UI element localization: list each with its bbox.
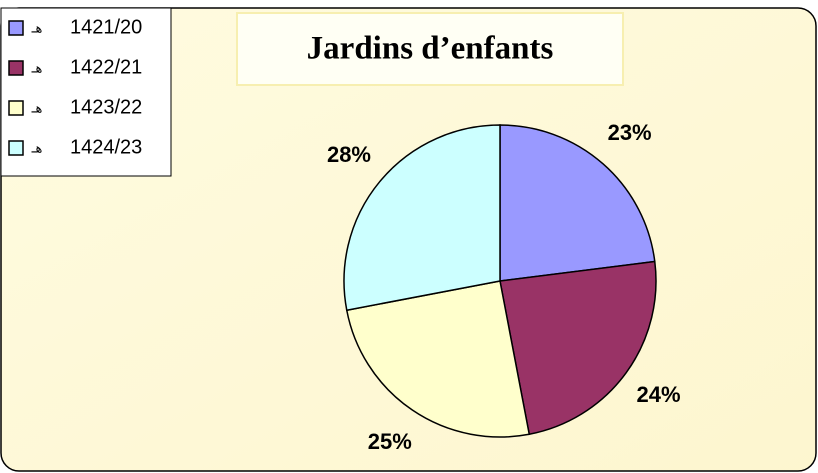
legend-label: 1424/23: [70, 136, 142, 158]
legend-label: 1423/22: [70, 96, 142, 118]
legend-prefix: هـ: [31, 60, 43, 75]
pie-slice: [343, 124, 501, 312]
pie-slice: [345, 280, 531, 438]
legend-swatch: [8, 140, 24, 156]
legend-swatch: [8, 100, 24, 116]
data-label: 23%: [608, 120, 652, 145]
legend-label: 1422/21: [70, 56, 142, 78]
legend-prefix: هـ: [31, 20, 43, 35]
legend-prefix: هـ: [31, 140, 43, 155]
legend-prefix: هـ: [31, 100, 43, 115]
data-label: 25%: [368, 429, 412, 454]
legend-swatch: [8, 60, 24, 76]
title-box: [236, 12, 624, 86]
pie-slice: [499, 260, 657, 436]
pie-slice: [499, 124, 656, 282]
chart-title: Jardins d’enfants: [307, 31, 554, 67]
legend-box: [0, 7, 172, 177]
legend-label: 1421/20: [70, 16, 142, 38]
legend-swatch: [8, 20, 24, 36]
data-label: 24%: [637, 382, 681, 407]
data-label: 28%: [327, 142, 371, 167]
